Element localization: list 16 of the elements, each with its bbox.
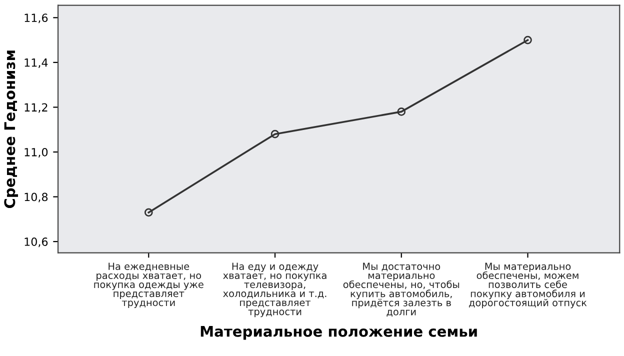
y-axis-title: Среднее Гедонизм (4, 50, 18, 208)
y-tick-label: 11,6 (24, 14, 48, 24)
x-tick-label: На ежедневные расходы хватает, но покупка одежды уже представляет трудности (94, 262, 204, 308)
x-tick-label: Мы материально обеспечены, можем позволить себе покупку автомобиля и дорогостоящий отпуск (469, 262, 587, 308)
x-axis-title: Материальное положение семьи (200, 326, 477, 340)
y-tick-label: 11,0 (24, 148, 48, 158)
point (524, 36, 532, 44)
point (397, 108, 406, 116)
y-tick-label: 11,4 (24, 58, 48, 68)
x-tick-label: Мы достаточно материально обеспечены, но, чтобы купить автомобиль, придётся залезть в долги (343, 262, 460, 317)
y-tick-label: 11,2 (24, 103, 48, 113)
y-tick-label: 10,6 (24, 238, 48, 248)
x-tick-label: На еду и одежду хватает, но покупка телевизора, холодильника и т.д. представляет трудности (223, 262, 326, 318)
y-tick-label: 10,8 (24, 192, 48, 202)
point (270, 130, 280, 138)
point (144, 208, 153, 217)
